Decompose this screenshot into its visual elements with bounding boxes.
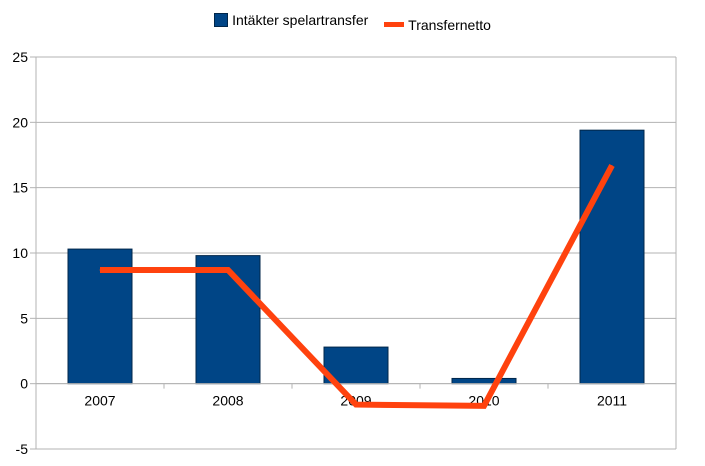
- x-tick-label-2007: 2007: [84, 393, 115, 409]
- bar-2010: [451, 377, 517, 385]
- y-tick-label: -5: [16, 441, 29, 457]
- y-tick-label: 10: [12, 245, 28, 261]
- line-point-2007: [99, 269, 101, 271]
- legend-item-line: Transfernetto: [384, 17, 491, 33]
- legend-label-line: Transfernetto: [408, 16, 491, 33]
- line-point-2009: [355, 404, 357, 406]
- y-tick-label: 15: [12, 180, 28, 196]
- y-tick-label: 20: [12, 114, 28, 130]
- legend: Intäkter spelartransfer Transfernetto: [0, 12, 705, 33]
- x-tick-label-2008: 2008: [212, 393, 243, 409]
- bar-2008: [195, 255, 261, 385]
- line-point-2010: [483, 405, 485, 407]
- legend-swatch-bar: [214, 13, 229, 27]
- y-tick-label: 5: [20, 310, 28, 326]
- line-point-2011: [611, 164, 613, 166]
- y-tick-label: 0: [20, 376, 28, 392]
- legend-label-bar: Intäkter spelartransfer: [232, 12, 369, 28]
- x-tick-label-2011: 2011: [597, 393, 627, 409]
- y-tick-label: 25: [12, 49, 28, 65]
- line-point-2008: [227, 269, 229, 271]
- legend-swatch-line: [384, 22, 405, 27]
- legend-item-bar: Intäkter spelartransfer: [214, 12, 368, 28]
